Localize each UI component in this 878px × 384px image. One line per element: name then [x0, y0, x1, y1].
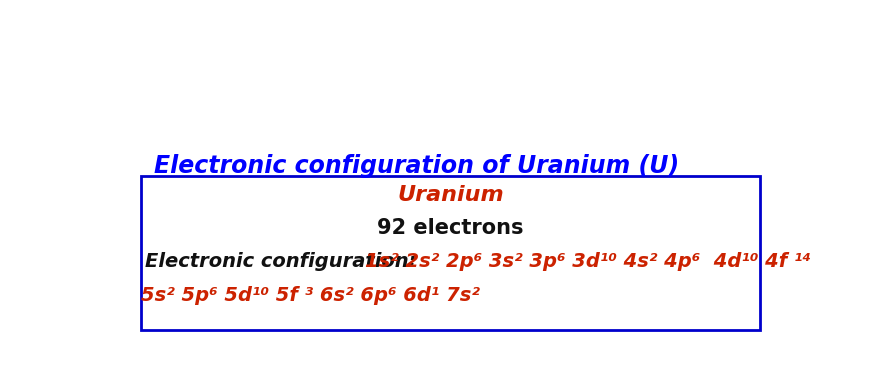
Text: 5s² 5p⁶ 5d¹⁰ 5f ³ 6s² 6p⁶ 6d¹ 7s²: 5s² 5p⁶ 5d¹⁰ 5f ³ 6s² 6p⁶ 6d¹ 7s²: [141, 286, 479, 305]
Text: Uranium: Uranium: [397, 185, 503, 205]
Text: Electronic configuration:: Electronic configuration:: [145, 252, 423, 271]
Bar: [140, 176, 759, 330]
Text: 1s² 2s² 2p⁶ 3s² 3p⁶ 3d¹⁰ 4s² 4p⁶  4d¹⁰ 4f ¹⁴: 1s² 2s² 2p⁶ 3s² 3p⁶ 3d¹⁰ 4s² 4p⁶ 4d¹⁰ 4f…: [365, 252, 810, 271]
Text: Electronic configuration of Uranium (U): Electronic configuration of Uranium (U): [154, 154, 679, 178]
Text: 92 electrons: 92 electrons: [377, 218, 523, 238]
